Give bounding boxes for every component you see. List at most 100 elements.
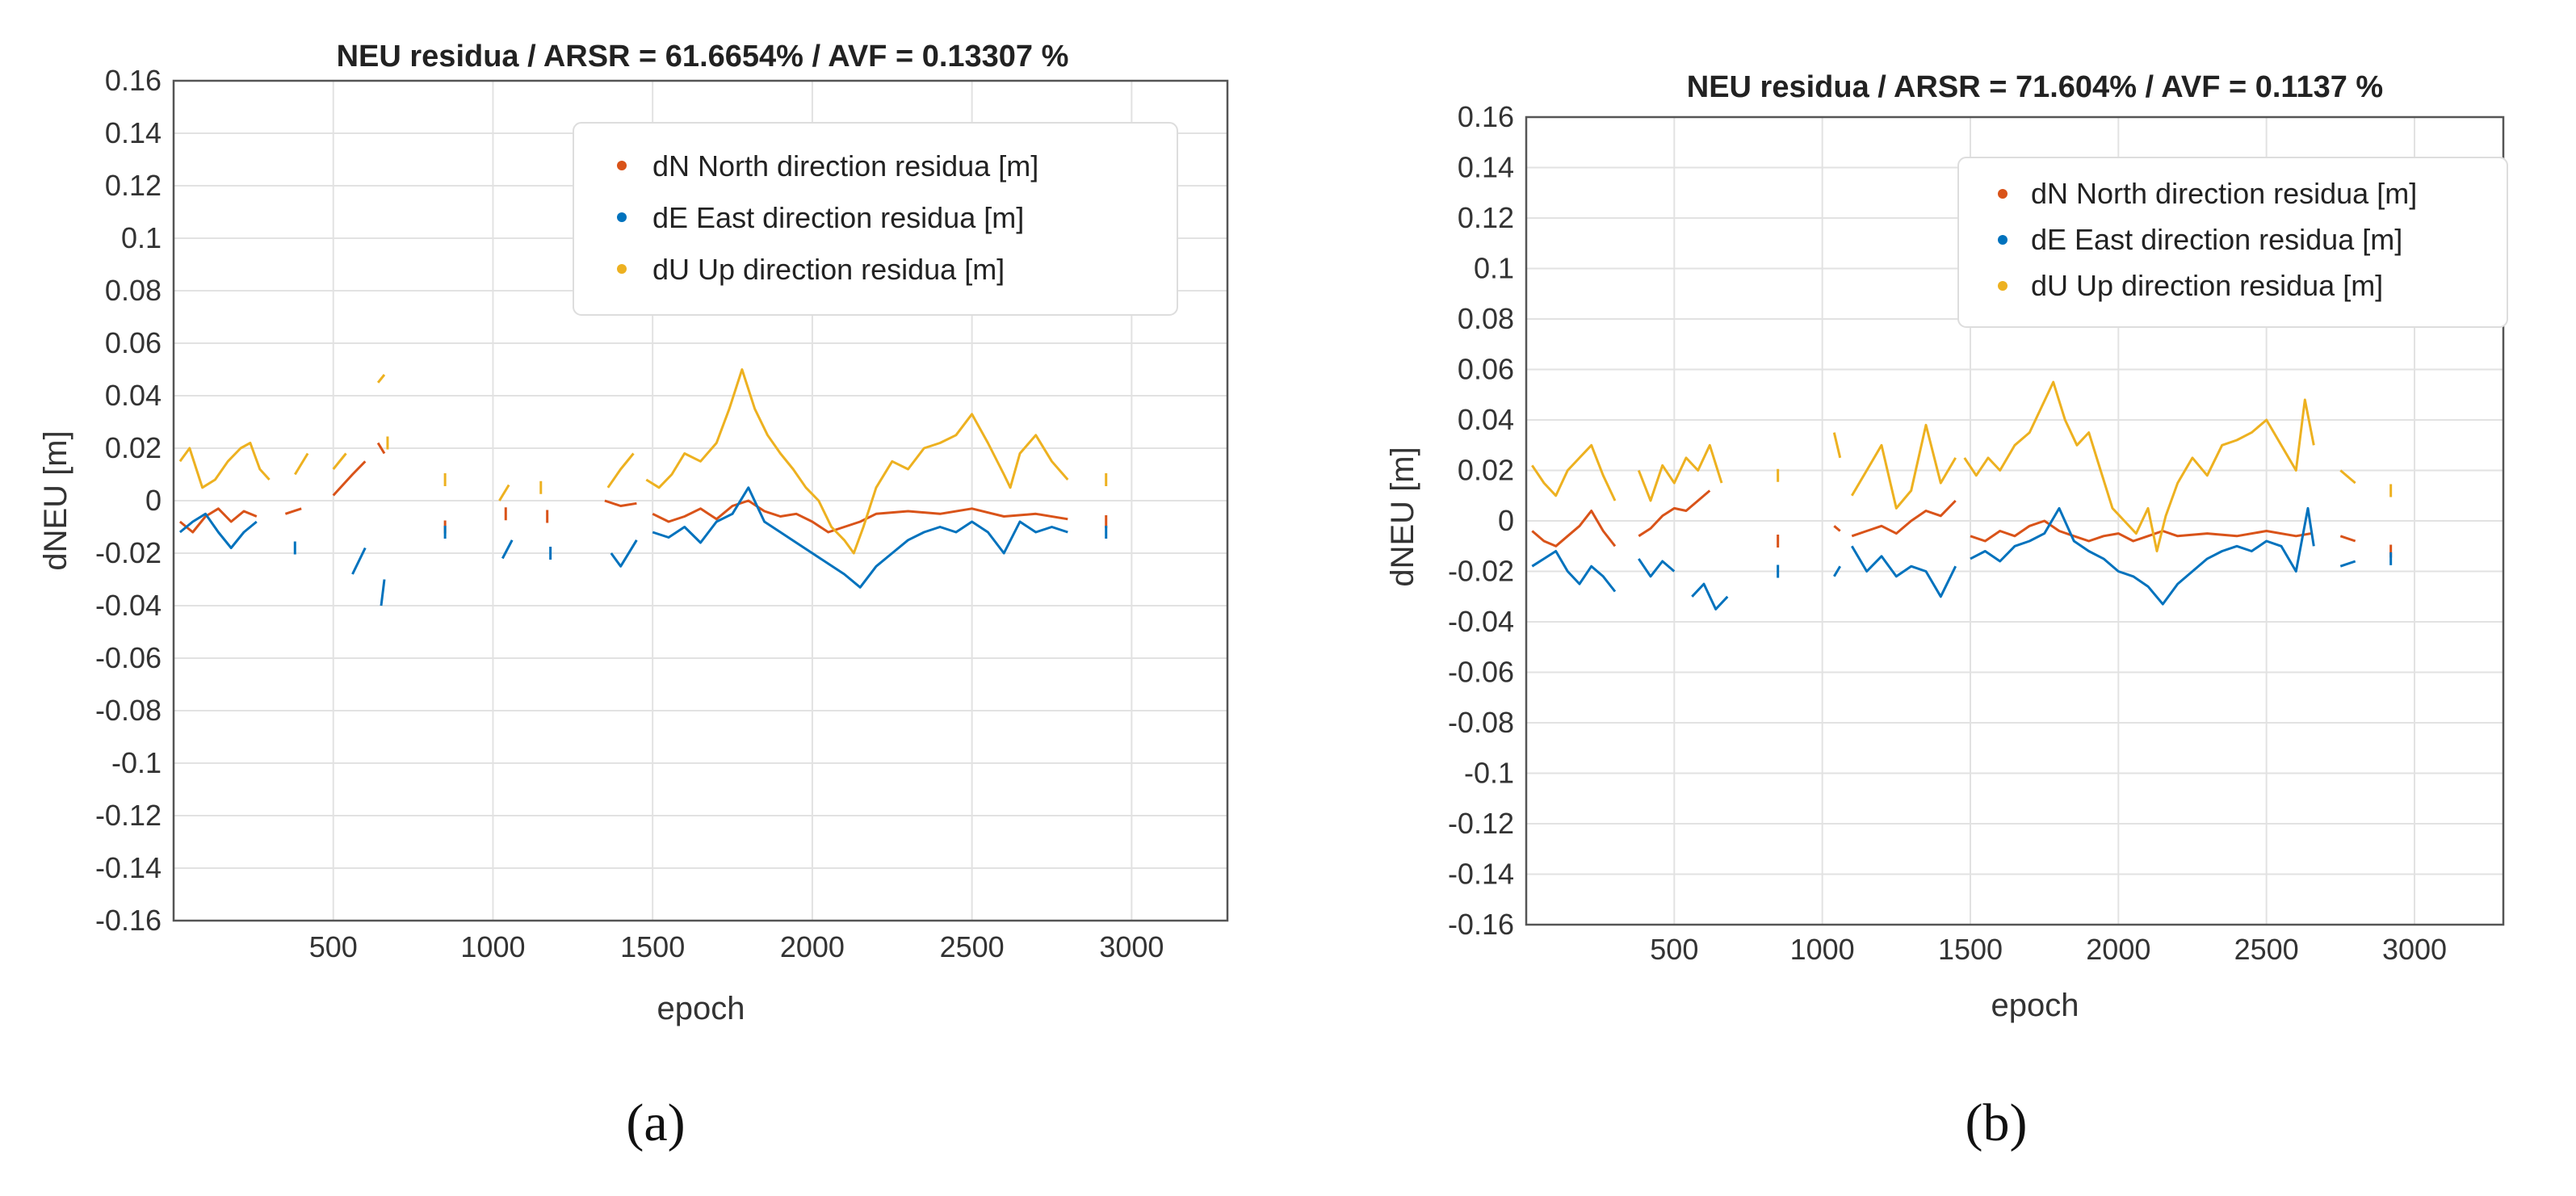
y-tick-label: -0.02 — [1448, 555, 1514, 588]
series-mark — [178, 512, 258, 549]
series-mark — [652, 486, 1068, 589]
legend-marker-east — [1998, 235, 2008, 245]
series-mark — [1531, 510, 1617, 548]
series-mark — [645, 368, 1069, 555]
y-tick-label: -0.06 — [95, 641, 162, 674]
y-tick-label: -0.16 — [95, 904, 162, 937]
x-tick-label: 500 — [1650, 933, 1698, 966]
y-tick-label: 0 — [145, 484, 162, 517]
series-mark — [610, 539, 638, 568]
series-mark — [501, 539, 514, 560]
x-tick-label: 3000 — [2382, 933, 2447, 966]
y-tick-label: 0.08 — [105, 274, 162, 307]
series-east — [1531, 506, 2393, 611]
legend-marker-up — [1998, 281, 2008, 291]
y-tick-label: 0.1 — [1474, 252, 1514, 285]
legend-marker-north — [1998, 189, 2008, 199]
series-mark — [606, 452, 635, 489]
y-tick-label: -0.04 — [95, 589, 162, 622]
y-tick-label: -0.1 — [1464, 757, 1514, 790]
x-tick-label: 500 — [309, 930, 358, 963]
legend-label-north: dN North direction residua [m] — [652, 149, 1038, 183]
legend-label-east: dE East direction residua [m] — [2031, 223, 2402, 256]
series-mark — [178, 442, 271, 489]
series-mark — [2339, 535, 2356, 543]
figure-caption-b: (b) — [1966, 1093, 2028, 1152]
x-tick-label: 1000 — [460, 930, 525, 963]
series-mark — [1851, 499, 1957, 538]
series-east — [178, 486, 1108, 606]
series-mark — [1970, 519, 2311, 543]
series-mark — [1832, 432, 1842, 459]
y-tick-label: -0.12 — [1448, 807, 1514, 840]
series-mark — [1531, 443, 1617, 501]
legend-label-up: dU Up direction residua [m] — [652, 253, 1005, 286]
legend-label-up: dU Up direction residua [m] — [2031, 269, 2383, 302]
y-tick-label: 0.08 — [1458, 302, 1514, 335]
y-tick-label: -0.14 — [1448, 858, 1514, 891]
chart-panel-a: NEU residua / ARSR = 61.6654% / AVF = 0.… — [38, 40, 1229, 1152]
y-tick-label: 0.16 — [105, 64, 162, 97]
legend-box — [1957, 157, 2508, 328]
y-tick-label: 0.12 — [105, 169, 162, 202]
legend-label-east: dE East direction residua [m] — [652, 201, 1024, 234]
x-tick-label: 2000 — [2086, 933, 2150, 966]
series-mark — [1833, 565, 1841, 577]
x-tick-label: 2500 — [940, 930, 1005, 963]
legend-label-north: dN North direction residua [m] — [2031, 177, 2417, 210]
series-mark — [178, 507, 258, 534]
series-mark — [1637, 443, 1723, 502]
y-tick-label: 0.12 — [1458, 201, 1514, 234]
x-tick-label: 2500 — [2234, 933, 2299, 966]
y-axis-label: dNEU [m] — [1385, 447, 1420, 586]
series-mark — [380, 579, 386, 606]
legend: dN North direction residua [m] dE East d… — [573, 122, 1178, 316]
plot-area — [172, 79, 1229, 922]
series-up — [178, 368, 1108, 555]
series-mark — [351, 547, 367, 575]
series-mark — [604, 499, 637, 507]
series-mark — [2339, 469, 2356, 485]
series-mark — [1851, 423, 1957, 510]
series-mark — [376, 442, 386, 455]
series-mark — [1691, 582, 1729, 611]
x-tick-label: 2000 — [780, 930, 845, 963]
series-mark — [1638, 558, 1676, 578]
y-tick-label: -0.02 — [95, 536, 162, 569]
series-mark — [652, 499, 1068, 534]
chart-title: NEU residua / ARSR = 71.604% / AVF = 0.1… — [1687, 70, 2383, 104]
x-tick-label: 1000 — [1790, 933, 1855, 966]
series-mark — [376, 374, 386, 384]
series-mark — [498, 484, 510, 501]
y-axis-label: dNEU [m] — [38, 430, 73, 570]
y-tick-label: 0.04 — [105, 379, 162, 412]
series-mark — [1851, 545, 1957, 598]
x-tick-label: 1500 — [1938, 933, 2003, 966]
series-up — [1531, 380, 2393, 552]
y-tick-label: 0.04 — [1458, 403, 1514, 436]
series-mark — [332, 452, 347, 470]
y-tick-label: 0.16 — [1458, 100, 1514, 133]
x-axis-label: epoch — [657, 991, 745, 1026]
x-tick-label: 3000 — [1099, 930, 1164, 963]
y-tick-label: -0.08 — [1448, 706, 1514, 739]
series-mark — [2339, 560, 2356, 568]
x-tick-label: 1500 — [620, 930, 685, 963]
legend-marker-north — [617, 161, 627, 170]
chart-panel-b: NEU residua / ARSR = 71.604% / AVF = 0.1… — [1385, 70, 2508, 1152]
y-tick-label: -0.06 — [1448, 656, 1514, 689]
x-axis-label: epoch — [1991, 988, 2079, 1023]
series-mark — [1638, 489, 1711, 538]
legend-marker-up — [617, 264, 627, 274]
y-tick-label: 0.02 — [105, 431, 162, 464]
y-tick-label: 0.02 — [1458, 454, 1514, 487]
y-tick-label: 0.14 — [1458, 151, 1514, 184]
series-mark — [1963, 380, 2315, 552]
y-tick-label: 0.06 — [105, 326, 162, 359]
plot-area — [1525, 115, 2505, 926]
y-tick-label: -0.14 — [95, 851, 162, 884]
y-tick-label: -0.04 — [1448, 605, 1514, 638]
y-tick-label: 0.06 — [1458, 353, 1514, 386]
legend: dN North direction residua [m] dE East d… — [1957, 157, 2508, 328]
